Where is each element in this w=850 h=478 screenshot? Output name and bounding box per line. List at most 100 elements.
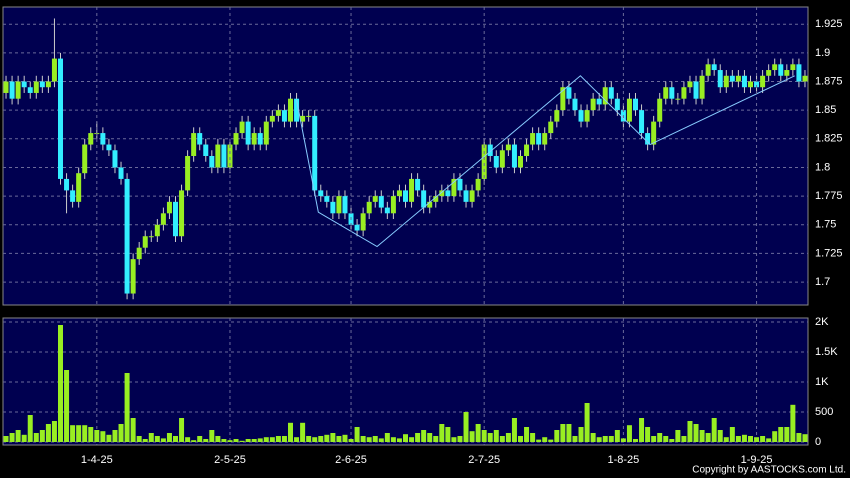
candle-body: [227, 144, 233, 168]
candle-body: [651, 121, 657, 145]
volume-bar: [657, 433, 663, 442]
volume-bar: [27, 415, 33, 442]
volume-bar: [372, 436, 378, 442]
candle-body: [197, 133, 203, 145]
candle-body: [548, 121, 554, 134]
candle-body: [499, 150, 505, 168]
volume-bar: [354, 427, 360, 442]
volume-bar: [179, 418, 185, 442]
volume-bar: [142, 439, 148, 442]
candle-body: [481, 144, 487, 179]
candle-body: [257, 133, 263, 145]
volume-bar: [760, 436, 766, 442]
candle-body: [693, 81, 699, 99]
candle-body: [415, 178, 421, 191]
candle-body: [675, 98, 681, 100]
candle-body: [294, 98, 300, 122]
volume-bar: [336, 436, 342, 442]
volume-bar: [451, 437, 457, 442]
volume-bar: [21, 434, 27, 442]
volume-bar: [281, 436, 287, 442]
volume-bar: [711, 418, 717, 442]
candle-body: [723, 75, 729, 88]
candle-body: [711, 64, 717, 71]
volume-bar: [160, 438, 166, 442]
volume-bar: [64, 370, 70, 442]
candle-body: [203, 144, 209, 156]
candle-body: [179, 190, 185, 237]
volume-bar: [403, 434, 408, 442]
candle-body: [136, 247, 142, 260]
candle-body: [451, 178, 457, 197]
volume-bar: [463, 412, 469, 442]
y-tick-label: 500: [815, 406, 833, 418]
volume-bar: [33, 433, 39, 442]
candle-body: [735, 75, 741, 82]
candle-body: [100, 133, 106, 145]
volume-bar: [233, 439, 239, 442]
volume-bar: [306, 436, 312, 442]
candle-body: [112, 150, 118, 168]
volume-bar: [185, 437, 191, 442]
volume-bar: [524, 427, 530, 442]
candle-body: [409, 178, 415, 202]
candle-body: [64, 178, 70, 191]
volume-bar: [439, 424, 445, 442]
candle-body: [372, 196, 378, 202]
volume-bar: [3, 436, 9, 442]
volume-bar: [427, 433, 433, 442]
volume-bar: [300, 422, 306, 442]
volume-bar: [390, 437, 396, 442]
candle-body: [209, 156, 215, 168]
y-tick-label: 0: [815, 436, 821, 448]
candle-body: [645, 133, 651, 145]
volume-bar: [245, 439, 251, 442]
candle-body: [511, 144, 517, 168]
candle-body: [148, 236, 154, 238]
volume-bar: [614, 430, 620, 442]
candle-body: [185, 156, 191, 191]
volume-bar: [263, 437, 269, 442]
candle-body: [518, 156, 523, 168]
copyright: Copyright by AASTOCKS.com Ltd.: [692, 465, 846, 476]
candle-body: [45, 81, 51, 88]
volume-bar: [366, 437, 372, 442]
candle-body: [396, 190, 402, 197]
candle-body: [457, 178, 463, 191]
y-tick-label: 1.8: [815, 161, 830, 173]
volume-bar: [548, 439, 554, 442]
volume-bar: [94, 430, 100, 442]
candle-body: [342, 196, 348, 214]
volume-bar: [560, 424, 566, 442]
volume-bar: [215, 436, 221, 442]
x-tick-label: 2-5-25: [214, 454, 246, 466]
volume-bar: [566, 424, 572, 442]
volume-bar: [378, 438, 384, 442]
volume-bar: [505, 433, 511, 442]
candle-body: [269, 115, 275, 122]
candle-body: [493, 156, 499, 168]
volume-bar: [536, 439, 542, 442]
volume-bar: [584, 403, 590, 442]
candle-body: [505, 144, 511, 151]
candle-body: [88, 133, 94, 145]
volume-bar: [124, 373, 130, 442]
candle-body: [360, 213, 366, 231]
candle-body: [784, 70, 790, 76]
volume-bar: [348, 439, 354, 442]
candle-body: [118, 167, 124, 179]
y-tick-label: 1.9: [815, 47, 830, 59]
candle-body: [614, 98, 620, 111]
volume-bar: [173, 436, 178, 442]
volume-bar: [82, 425, 88, 442]
y-tick-label: 1.925: [815, 18, 843, 30]
volume-bar: [723, 437, 729, 442]
candle-body: [336, 196, 342, 214]
candle-body: [572, 98, 578, 111]
candle-body: [626, 98, 632, 122]
volume-bar: [699, 430, 705, 442]
candle-body: [281, 110, 287, 122]
candle-body: [766, 70, 772, 76]
volume-bar: [518, 436, 523, 442]
candle-body: [536, 133, 542, 145]
